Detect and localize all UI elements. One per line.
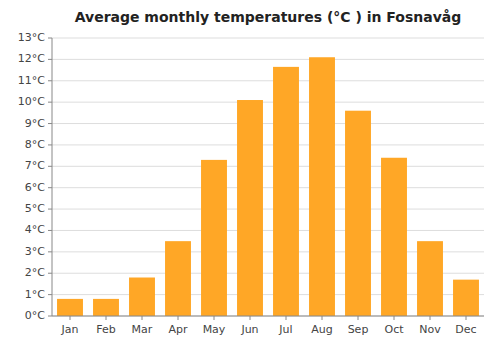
x-axis: Jan Feb Mar Apr May Jun Jul Aug Sep Oct Nov Dec xyxy=(52,38,484,336)
x-tick-label: Apr xyxy=(168,323,188,336)
bar xyxy=(57,299,83,316)
grid-line xyxy=(52,59,484,60)
bar xyxy=(345,111,371,316)
bar xyxy=(273,67,299,316)
title: Average monthly temperatures (°C ) in Fo… xyxy=(75,9,462,25)
bar xyxy=(381,158,407,316)
x-tick-label: May xyxy=(203,323,226,336)
y-tick-label: 11°C xyxy=(18,74,45,87)
x-tick-label: Dec xyxy=(455,323,476,336)
x-tick xyxy=(178,316,179,320)
x-tick-label: Aug xyxy=(311,323,332,336)
y-tick-label: 8°C xyxy=(25,138,45,151)
grid-line xyxy=(52,38,484,39)
y-tick xyxy=(48,316,52,317)
y-axis: 0°C 1°C 2°C 3°C 4°C 5°C 6°C 7°C 8°C 9°C 10°C 11°C 12… xyxy=(18,31,484,322)
grid-line xyxy=(52,123,484,124)
y-tick-label: 10°C xyxy=(18,95,45,108)
bar xyxy=(237,100,263,316)
grid-line xyxy=(52,230,484,231)
y-tick-label: 5°C xyxy=(25,202,45,215)
x-tick-label: Mar xyxy=(132,323,153,336)
x-tick xyxy=(358,316,359,320)
y-tick-label: 7°C xyxy=(25,159,45,172)
y-tick xyxy=(48,123,52,124)
x-tick xyxy=(250,316,251,320)
y-tick xyxy=(48,273,52,274)
bar xyxy=(201,160,227,316)
x-tick xyxy=(286,316,287,320)
grid-line xyxy=(52,187,484,188)
x-tick xyxy=(106,316,107,320)
y-tick-label: 6°C xyxy=(25,181,45,194)
x-tick xyxy=(466,316,467,320)
x-tick-label: Sep xyxy=(348,323,369,336)
y-tick-label: 13°C xyxy=(18,31,45,44)
grid-line xyxy=(52,102,484,103)
y-tick-label: 9°C xyxy=(25,117,45,130)
bar xyxy=(309,57,335,316)
x-tick-label: Nov xyxy=(419,323,441,336)
grid-line xyxy=(52,209,484,210)
y-tick-label: 0°C xyxy=(25,309,45,322)
bar xyxy=(165,241,191,316)
grid-line xyxy=(52,144,484,145)
grid-line xyxy=(52,166,484,167)
bar xyxy=(453,280,479,316)
x-tick-label: Oct xyxy=(384,323,404,336)
x-tick xyxy=(214,316,215,320)
y-tick-label: 3°C xyxy=(25,245,45,258)
chart: Average monthly temperatures (°C ) in Fo… xyxy=(0,0,500,350)
y-tick xyxy=(48,80,52,81)
y-tick xyxy=(48,144,52,145)
y-tick xyxy=(48,251,52,252)
grid-line xyxy=(52,316,484,317)
x-tick-label: Feb xyxy=(96,323,115,336)
y-tick-label: 2°C xyxy=(25,266,45,279)
y-tick xyxy=(48,187,52,188)
x-tick xyxy=(322,316,323,320)
bar xyxy=(93,299,119,316)
x-tick xyxy=(142,316,143,320)
y-tick xyxy=(48,166,52,167)
x-axis-line xyxy=(52,316,484,317)
grid-line xyxy=(52,80,484,81)
y-tick xyxy=(48,38,52,39)
y-tick-label: 1°C xyxy=(25,288,45,301)
y-tick xyxy=(48,294,52,295)
x-tick xyxy=(430,316,431,320)
x-tick xyxy=(70,316,71,320)
y-tick xyxy=(48,102,52,103)
bar xyxy=(129,278,155,316)
bar xyxy=(417,241,443,316)
bars xyxy=(57,57,479,316)
x-tick-label: Jan xyxy=(61,323,79,336)
y-axis-line xyxy=(52,38,53,316)
y-tick xyxy=(48,59,52,60)
x-tick xyxy=(394,316,395,320)
y-tick-label: 4°C xyxy=(25,223,45,236)
y-tick xyxy=(48,209,52,210)
y-tick-label: 12°C xyxy=(18,52,45,65)
x-tick-label: Jun xyxy=(240,323,258,336)
y-tick xyxy=(48,230,52,231)
x-tick-label: Jul xyxy=(278,323,292,336)
